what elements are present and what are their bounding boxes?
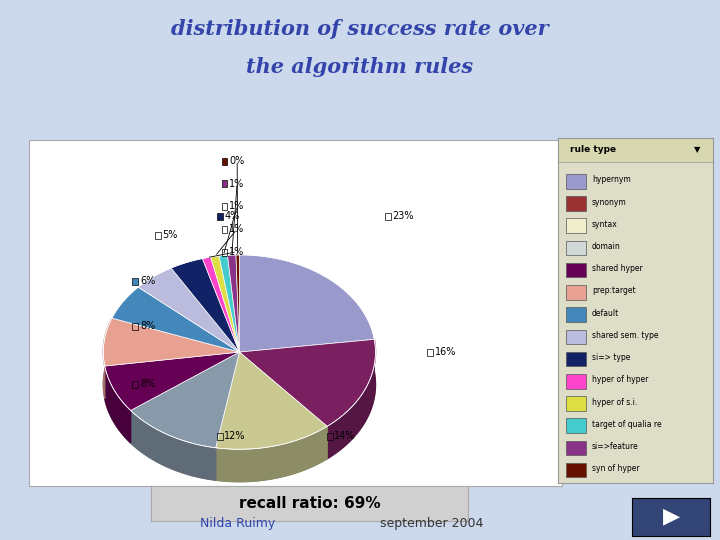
Bar xyxy=(132,278,138,285)
Text: hypernym: hypernym xyxy=(592,176,631,185)
Text: 4%: 4% xyxy=(224,211,240,221)
Text: 1%: 1% xyxy=(229,179,244,188)
Polygon shape xyxy=(104,352,239,410)
Text: the algorithm rules: the algorithm rules xyxy=(246,57,474,77)
Polygon shape xyxy=(216,352,327,449)
Bar xyxy=(222,203,228,210)
Bar xyxy=(566,285,586,300)
Bar xyxy=(566,418,586,433)
Text: synonym: synonym xyxy=(592,198,627,207)
Text: hyper of hyper: hyper of hyper xyxy=(592,375,649,384)
Polygon shape xyxy=(104,366,130,443)
Text: ▶: ▶ xyxy=(662,507,680,527)
Bar xyxy=(217,433,222,440)
Text: Nilda Ruimy: Nilda Ruimy xyxy=(200,517,275,530)
Polygon shape xyxy=(219,255,239,352)
Bar xyxy=(222,226,228,233)
Bar xyxy=(222,248,228,255)
Text: recall ratio: 69%: recall ratio: 69% xyxy=(239,496,380,511)
Bar xyxy=(566,307,586,322)
Bar xyxy=(566,441,586,455)
Bar xyxy=(222,158,228,165)
Polygon shape xyxy=(216,427,327,482)
Text: 0%: 0% xyxy=(229,156,244,166)
Polygon shape xyxy=(211,256,239,352)
Polygon shape xyxy=(104,318,239,366)
Text: shared hyper: shared hyper xyxy=(592,264,643,273)
Polygon shape xyxy=(239,255,374,352)
Polygon shape xyxy=(138,268,239,352)
Polygon shape xyxy=(327,339,375,459)
Text: 1%: 1% xyxy=(229,201,244,211)
Text: september 2004: september 2004 xyxy=(380,517,484,530)
Bar xyxy=(566,396,586,411)
Text: 8%: 8% xyxy=(140,321,156,331)
Polygon shape xyxy=(228,255,239,352)
Text: domain: domain xyxy=(592,242,621,251)
Text: 5%: 5% xyxy=(163,231,178,240)
Text: syn of hyper: syn of hyper xyxy=(592,464,639,473)
Bar xyxy=(566,352,586,366)
Bar xyxy=(566,263,586,278)
Text: syntax: syntax xyxy=(592,220,618,229)
Bar xyxy=(428,349,433,356)
Bar xyxy=(132,323,138,330)
Polygon shape xyxy=(202,257,239,352)
Text: 1%: 1% xyxy=(229,224,244,234)
Bar xyxy=(566,219,586,233)
Bar xyxy=(385,213,391,220)
Bar xyxy=(566,196,586,211)
Text: 16%: 16% xyxy=(435,347,456,357)
Bar xyxy=(217,213,222,220)
Text: ▼: ▼ xyxy=(694,145,701,154)
Bar xyxy=(132,381,138,388)
Text: distribution of success rate over: distribution of success rate over xyxy=(171,19,549,39)
Text: rule type: rule type xyxy=(570,145,616,154)
Text: target of qualia re: target of qualia re xyxy=(592,420,662,429)
Polygon shape xyxy=(130,410,216,480)
Polygon shape xyxy=(104,318,112,399)
FancyBboxPatch shape xyxy=(558,138,713,162)
Polygon shape xyxy=(236,255,239,352)
Polygon shape xyxy=(239,339,375,427)
Text: 6%: 6% xyxy=(140,276,156,286)
Bar xyxy=(222,180,228,187)
Text: shared sem. type: shared sem. type xyxy=(592,331,659,340)
Polygon shape xyxy=(112,287,239,352)
Bar xyxy=(566,463,586,477)
Text: default: default xyxy=(592,309,619,318)
Polygon shape xyxy=(171,259,239,352)
Bar xyxy=(566,241,586,255)
Polygon shape xyxy=(104,287,376,482)
Bar xyxy=(566,174,586,188)
Bar xyxy=(156,232,161,239)
Text: 12%: 12% xyxy=(224,431,246,441)
Bar xyxy=(327,433,333,440)
Bar xyxy=(566,374,586,388)
Bar xyxy=(566,329,586,344)
Polygon shape xyxy=(130,352,239,448)
Text: hyper of s.i.: hyper of s.i. xyxy=(592,397,637,407)
Text: si=>feature: si=>feature xyxy=(592,442,639,451)
Text: 23%: 23% xyxy=(392,211,414,221)
Text: 1%: 1% xyxy=(229,247,244,256)
Text: 14%: 14% xyxy=(334,431,356,441)
Text: si=> type: si=> type xyxy=(592,353,631,362)
Text: prep:target: prep:target xyxy=(592,287,636,295)
Text: 8%: 8% xyxy=(140,380,156,389)
